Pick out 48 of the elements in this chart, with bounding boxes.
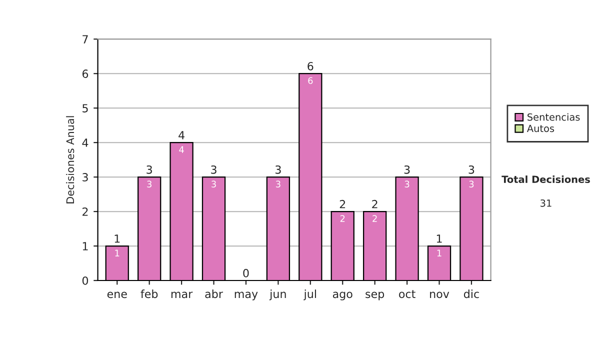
x-tick-label: oct xyxy=(399,290,416,298)
total-label: 6 xyxy=(308,62,314,70)
total-label: 3 xyxy=(404,165,410,174)
total-label: 4 xyxy=(178,131,184,140)
data-label: 3 xyxy=(212,180,216,188)
x-tick-label: abr xyxy=(205,290,223,298)
total-label: 3 xyxy=(211,165,216,174)
total-label: 2 xyxy=(340,200,346,208)
legend-label: Sentencias xyxy=(528,113,580,121)
text: Total Decisiones xyxy=(502,175,590,184)
total-label: 0 xyxy=(243,268,249,278)
x-tick-label: may xyxy=(234,292,258,300)
total-label: 3 xyxy=(276,165,281,174)
x-tick-label: jun xyxy=(269,290,286,300)
x-tick-label: ene xyxy=(107,292,127,298)
y-tick-label: 6 xyxy=(82,70,88,78)
y-tick-label: 1 xyxy=(82,242,88,250)
total-label: 1 xyxy=(114,234,120,243)
y-tick-label: 0 xyxy=(82,276,88,285)
x-tick-label: jul xyxy=(304,290,316,300)
data-label: 2 xyxy=(372,215,377,222)
x-tick-label: nov xyxy=(430,292,450,298)
total-label: 3 xyxy=(468,165,474,174)
data-label: 3 xyxy=(469,180,474,188)
data-label: 1 xyxy=(115,250,120,256)
x-tick-label: ago xyxy=(332,292,352,300)
data-label: 3 xyxy=(404,180,410,188)
y-tick-label: 2 xyxy=(82,208,88,216)
total-label: 2 xyxy=(372,200,378,208)
x-tick-label: mar xyxy=(171,292,193,298)
y-tick-label: 3 xyxy=(82,173,88,182)
legend-label: Autos xyxy=(526,124,554,132)
data-label: 3 xyxy=(276,180,280,188)
y-tick-label: 5 xyxy=(82,104,88,112)
data-label: 4 xyxy=(179,146,184,153)
total-label: 3 xyxy=(146,165,152,174)
data-label: 6 xyxy=(308,77,313,84)
x-tick-label: feb xyxy=(140,290,158,298)
data-label: 3 xyxy=(147,180,152,188)
y-tick-label: 7 xyxy=(82,35,88,44)
y-tick-label: 4 xyxy=(82,138,88,147)
total-label: 1 xyxy=(436,234,442,243)
data-label: 1 xyxy=(437,250,442,256)
data-label: 2 xyxy=(340,215,345,222)
x-tick-label: dic xyxy=(464,290,479,298)
x-tick-label: sep xyxy=(366,292,384,300)
text: 31 xyxy=(540,199,552,207)
y-axis-title: Decisiones Anual xyxy=(66,116,74,204)
